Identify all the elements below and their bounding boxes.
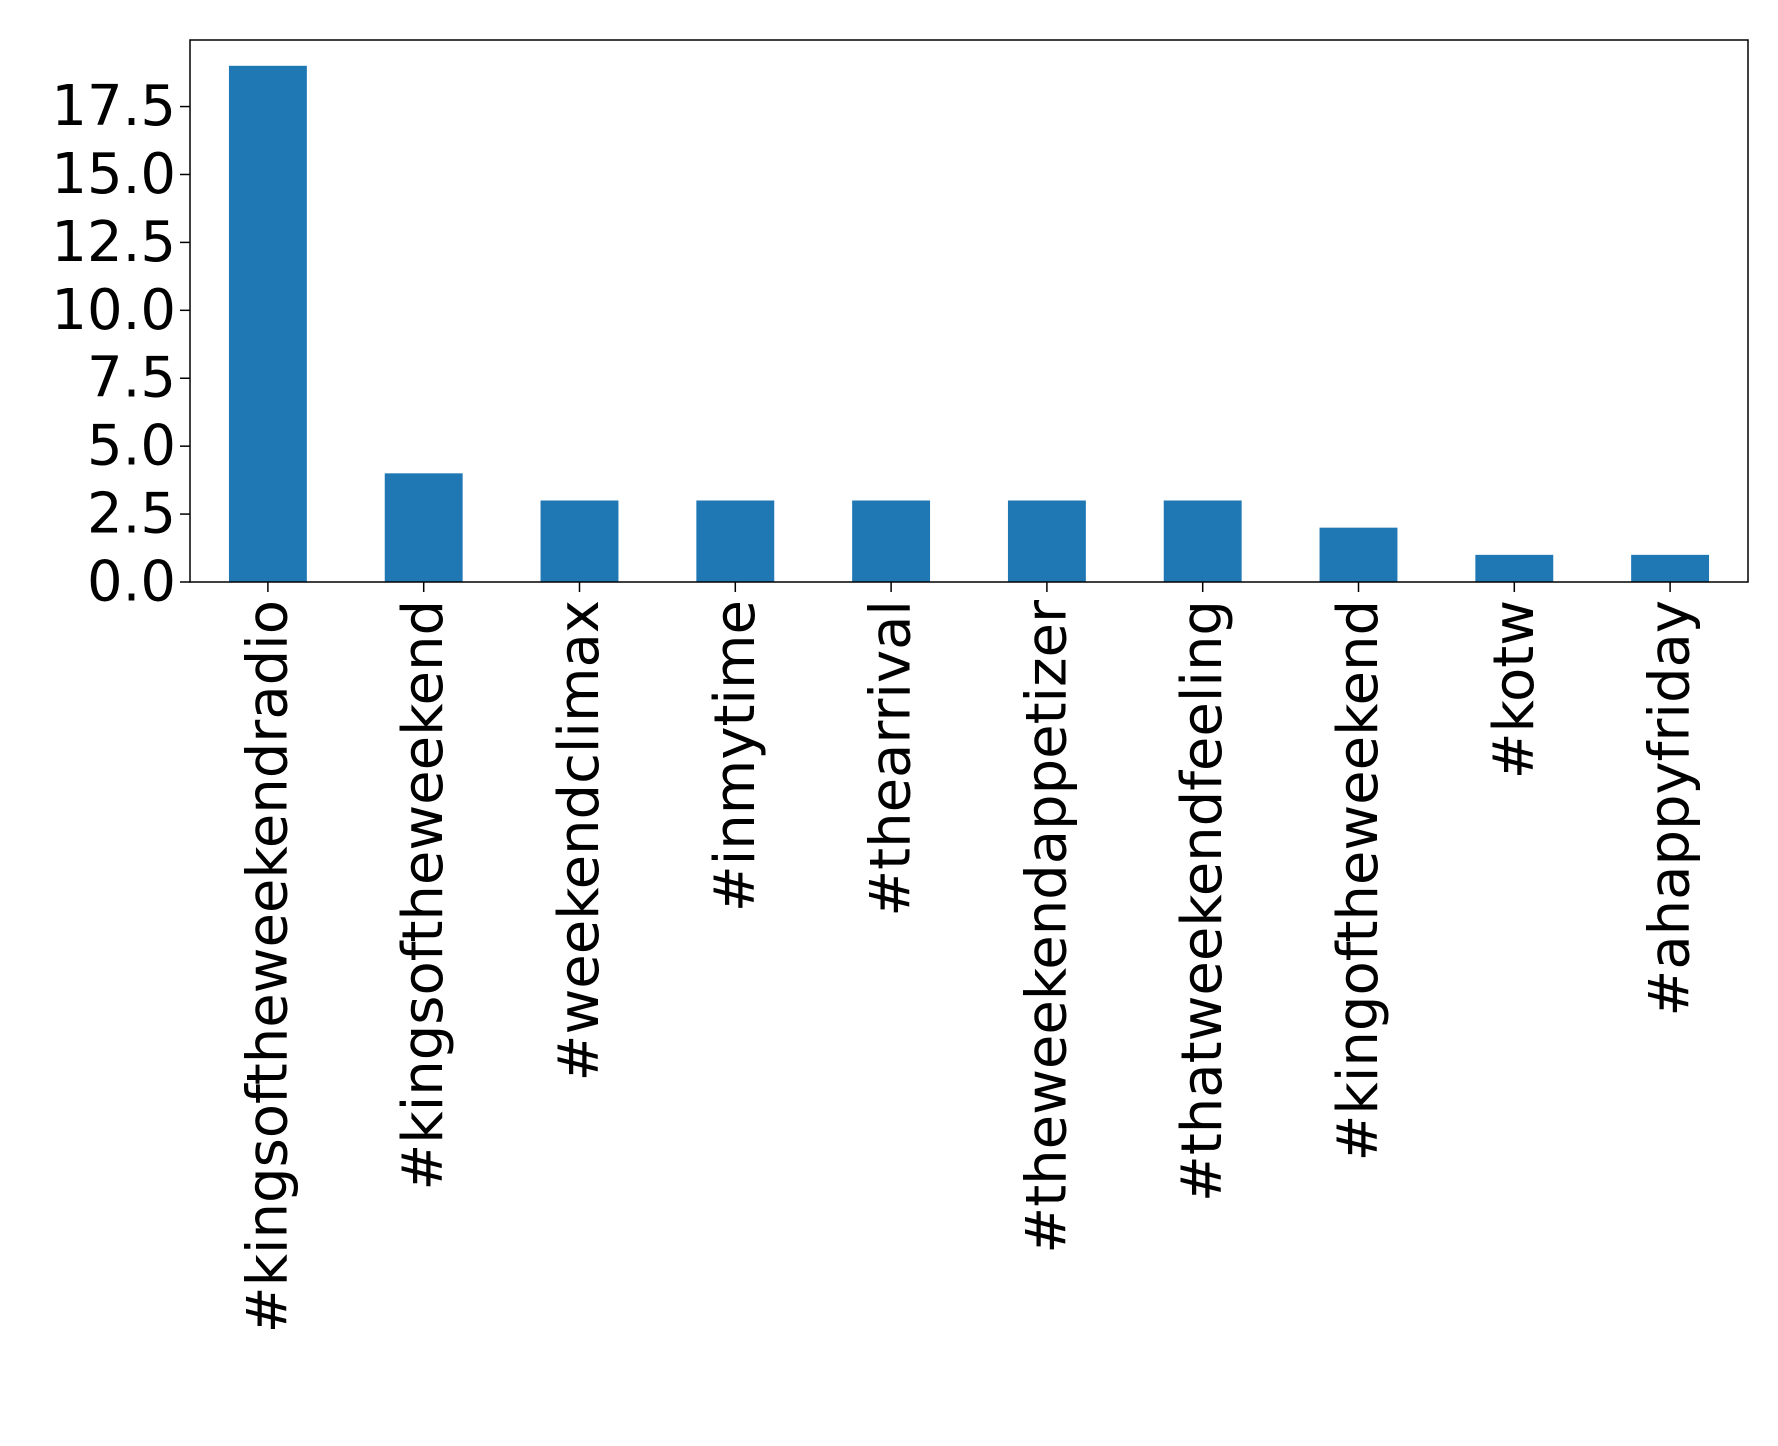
bar-4 xyxy=(852,500,931,582)
y-axis: 0.02.55.07.510.012.515.017.5 xyxy=(51,74,190,615)
bar-8 xyxy=(1475,554,1554,582)
y-tick-label: 10.0 xyxy=(51,278,176,343)
x-tick-label: #kotw xyxy=(1482,600,1547,779)
y-tick-label: 7.5 xyxy=(87,346,176,411)
y-tick-label: 17.5 xyxy=(51,74,176,139)
bar-7 xyxy=(1319,527,1398,582)
y-tick-label: 12.5 xyxy=(51,210,176,275)
bar-9 xyxy=(1631,554,1710,582)
bar-2 xyxy=(540,500,619,582)
x-tick-label: #thatweekendfeeling xyxy=(1170,600,1235,1202)
x-tick-label: #thearrival xyxy=(859,600,924,917)
x-tick-label: #theweekendappetizer xyxy=(1014,599,1079,1254)
bar-3 xyxy=(696,500,775,582)
bar-0 xyxy=(228,65,307,583)
x-axis: #kingsoftheweekendradio #kingsoftheweeken… xyxy=(235,582,1703,1333)
y-tick-label: 2.5 xyxy=(87,482,176,547)
bars-group xyxy=(228,65,1710,583)
x-tick-label: #ahappyfriday xyxy=(1638,600,1703,1017)
y-tick-label: 15.0 xyxy=(51,142,176,207)
plot-frame xyxy=(189,39,1749,583)
bar-1 xyxy=(384,473,463,582)
x-tick-label: #kingsoftheweekendradio xyxy=(235,600,300,1333)
y-tick-label: 5.0 xyxy=(87,414,176,479)
bar-5 xyxy=(1007,500,1086,582)
x-tick-label: #inmytime xyxy=(703,600,768,912)
x-tick-label: #kingoftheweekend xyxy=(1326,600,1391,1161)
bar-6 xyxy=(1163,500,1242,582)
x-tick-label: #kingsoftheweekend xyxy=(391,600,456,1191)
y-tick-label: 0.0 xyxy=(87,550,176,615)
x-tick-label: #weekendclimax xyxy=(547,600,612,1081)
